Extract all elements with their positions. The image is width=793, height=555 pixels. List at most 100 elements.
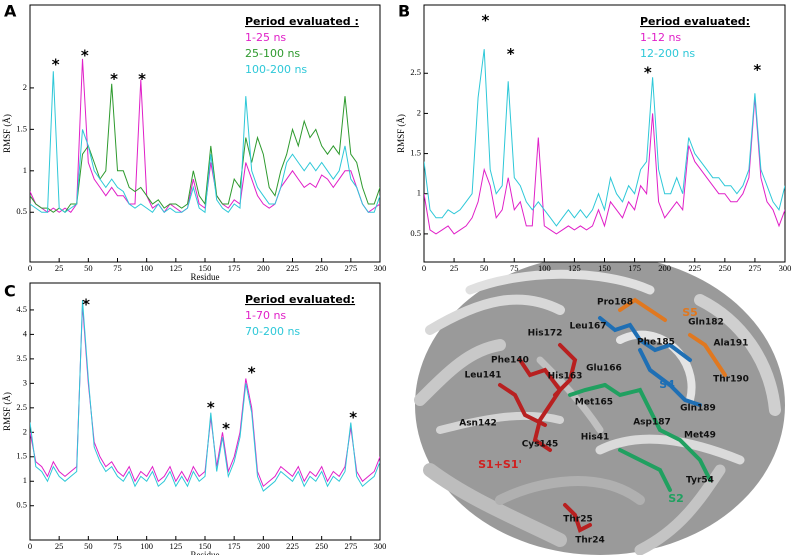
residue-label: Asp187 [633,418,671,428]
x-axis-label: Residue [191,272,220,282]
legend-entry: 70-200 ns [245,325,300,338]
residue-label: Leu141 [464,371,501,381]
series-line [424,97,785,235]
x-tick-label: 175 [628,263,641,273]
x-tick-label: 100 [538,263,551,273]
y-tick-label: 1 [417,188,421,198]
y-tick-label: 4 [23,328,28,338]
x-tick-label: 100 [140,263,153,273]
y-tick-label: 0.5 [16,500,27,510]
annotation: * [644,64,652,82]
residue-label: Thr190 [713,375,749,385]
x-tick-label: 25 [55,541,64,551]
annotation: * [138,70,146,88]
x-tick-label: 0 [28,263,32,273]
residue-label: Phe140 [491,356,529,366]
y-tick-label: 0.5 [410,228,421,238]
x-tick-label: 125 [169,541,182,551]
plot-frame [423,4,786,263]
residue-label: Phe185 [637,338,675,348]
structure-image [414,255,785,555]
residue-label: Gln182 [688,318,724,328]
x-tick-label: 150 [199,541,212,551]
x-tick-label: 150 [598,263,611,273]
residue-label: His41 [581,433,610,443]
legend-title: Period evaluated: [640,15,750,28]
series-line [30,71,380,214]
residue-label: Met49 [684,431,716,441]
x-tick-label: 300 [779,263,792,273]
y-tick-label: 4.5 [16,304,27,314]
annotation: * [207,398,215,416]
x-tick-label: 225 [688,263,701,273]
x-tick-label: 200 [658,263,671,273]
y-tick-label: 3.5 [16,353,27,363]
x-tick-label: 275 [344,541,357,551]
legend-entry: 1-70 ns [245,309,286,322]
plot-frame [29,282,381,541]
residue-label: Thr24 [575,536,605,546]
subsite-label: S2 [668,492,684,505]
x-tick-label: 75 [510,263,519,273]
annotation: * [52,56,60,74]
x-axis-label: Residue [191,550,220,555]
series-line [30,300,380,492]
sticks [498,297,727,533]
residue-label: Gln189 [680,404,716,414]
y-tick-label: 3 [23,377,27,387]
annotation: * [110,70,118,88]
x-tick-label: 0 [422,263,426,273]
legend-title: Period evaluated: [245,293,355,306]
annotation: * [481,11,489,29]
subsite-label: S4 [659,378,675,391]
annotation: * [507,45,515,63]
residue-label: Thr25 [563,515,593,525]
panel-letter: A [4,2,17,21]
legend-entry: 12-200 ns [640,47,695,60]
x-tick-label: 175 [228,263,241,273]
x-tick-label: 150 [199,263,212,273]
y-tick-label: 1.5 [16,451,27,461]
subsite-label: S5 [682,306,698,319]
x-tick-label: 125 [169,263,182,273]
residue-label: Leu167 [569,322,606,332]
residue-label: Ala191 [714,339,749,349]
x-tick-label: 75 [113,263,122,273]
x-tick-label: 200 [257,263,270,273]
x-tick-label: 200 [257,541,270,551]
x-tick-label: 75 [113,541,122,551]
x-tick-label: 25 [450,263,459,273]
x-tick-label: 225 [286,541,299,551]
panel-letter: C [4,282,16,301]
y-tick-label: 2 [23,82,27,92]
residue-label: Pro168 [597,298,633,308]
y-tick-label: 1 [23,165,27,175]
residue-label: Cys145 [522,440,559,450]
y-axis-label: RMSF (Å) [2,114,12,153]
annotation: * [753,61,761,79]
x-tick-label: 25 [55,263,64,273]
y-tick-label: 2 [23,426,27,436]
legend-entry: 100-200 ns [245,63,307,76]
x-tick-label: 225 [286,263,299,273]
plot-frame [29,4,381,263]
y-axis-label: RMSF (Å) [2,392,12,431]
annotation: * [349,409,357,427]
legend-entry: 1-12 ns [640,31,681,44]
residue-label: Glu166 [586,364,622,374]
y-tick-label: 1.5 [16,123,27,133]
subsite-label: S1+S1' [478,458,522,471]
x-tick-label: 250 [315,541,328,551]
x-tick-label: 100 [140,541,153,551]
x-tick-label: 300 [374,541,387,551]
x-tick-label: 125 [568,263,581,273]
series-line [424,49,785,227]
x-tick-label: 50 [84,541,93,551]
x-tick-label: 250 [718,263,731,273]
x-tick-label: 0 [28,541,32,551]
x-tick-label: 275 [749,263,762,273]
annotation: * [222,419,230,437]
x-tick-label: 50 [480,263,489,273]
legend-entry: 1-25 ns [245,31,286,44]
y-tick-label: 2 [417,107,421,117]
